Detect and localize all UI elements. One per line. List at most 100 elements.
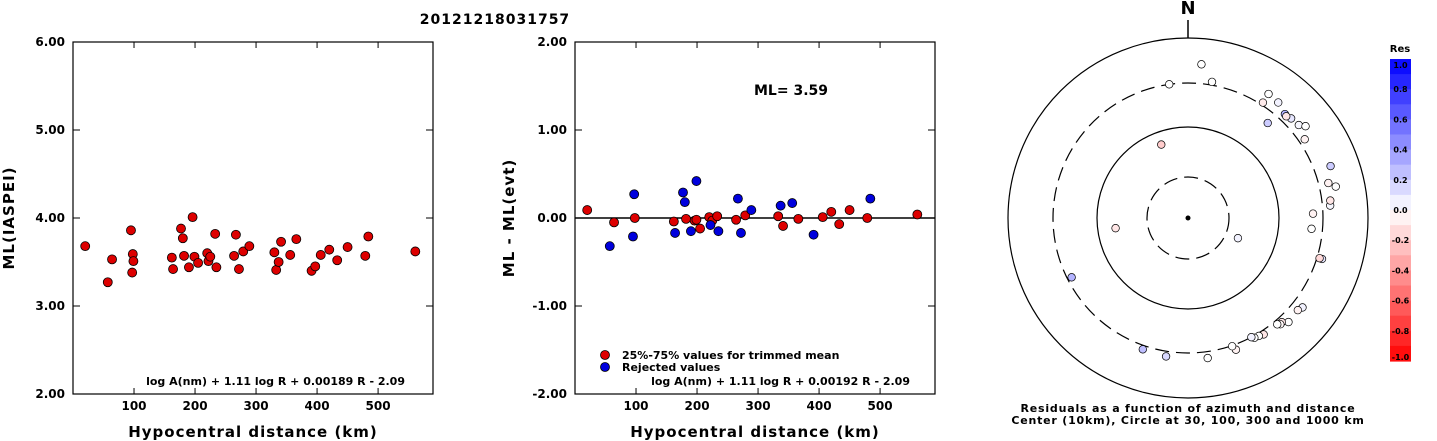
data-point [187,212,198,223]
data-point [686,226,696,237]
data-point [360,250,371,261]
colorbar-cell [1390,149,1411,166]
y-tick-label: 2.00 [35,387,65,401]
data-point [269,247,280,258]
station-point [1264,89,1273,99]
x-tick-label: 300 [244,399,269,413]
colorbar-cell [1390,315,1411,332]
station-points [1067,60,1340,363]
station-point [1326,196,1335,205]
y-axis-label: ML(IASPEI) [0,166,18,269]
station-point [1197,60,1206,69]
colorbar-cell [1390,194,1411,211]
x-tick-label: 200 [685,399,710,413]
colorbar-cell [1390,104,1411,120]
station-point [1207,77,1217,87]
data-point [126,225,136,236]
y-axis-ticks: -2.00 -1.00 0.00 1.00 2.00 [532,35,935,401]
station-point [1067,273,1076,282]
colorbar-cell [1390,179,1411,196]
colorbar-cell [1390,330,1411,347]
colorbar-cell [1390,134,1411,151]
colorbar-tick-label: -0.2 [1392,236,1410,245]
colorbar-tick-label: 0.2 [1393,176,1407,185]
station-point [1308,209,1318,218]
y-tick-label: 0.00 [537,211,567,225]
data-point [746,205,757,215]
data-point [773,211,784,222]
station-point [1233,234,1243,243]
caption-line2: Center (10km), Circle at 30, 100, 300 an… [1011,414,1364,427]
colorbar-cells [1390,59,1411,362]
data-point [291,234,302,245]
station-point [1293,305,1302,315]
formula-text: log A(nm) + 1.11 log R + 0.00189 R - 2.0… [146,375,405,388]
data-point [80,241,91,252]
data-point [713,226,724,237]
x-axis-ticks: 100 200 300 400 500 [121,42,391,413]
x-tick-label: 500 [868,399,893,413]
x-tick-label: 100 [121,399,146,413]
data-point [678,187,688,198]
station-point [1258,98,1268,107]
station-point [1331,182,1340,191]
data-point [793,213,804,224]
data-point [691,214,702,225]
x-tick-label: 400 [305,399,330,413]
data-points [582,176,923,252]
y-tick-label: 4.00 [35,211,65,225]
colorbar-cell [1390,89,1411,105]
x-axis-label: Hypocentral distance (km) [630,423,880,441]
data-point [166,252,177,263]
station-point [1326,161,1335,171]
colorbar-cell [1390,270,1411,287]
station-point [1228,342,1237,351]
x-tick-label: 100 [623,399,648,413]
data-point [712,211,723,222]
colorbar-tick-label: -0.4 [1392,266,1410,275]
data-point [865,193,876,204]
legend-marker-trimmed [600,350,610,360]
data-point [231,229,241,240]
station-point [1273,320,1282,329]
plot-frame [72,41,434,395]
data-point [238,246,249,257]
station-point [1301,122,1310,131]
x-tick-label: 200 [183,399,208,413]
data-point [211,262,222,273]
data-point [176,223,186,234]
y-tick-label: 3.00 [35,299,65,313]
data-point [787,198,798,208]
data-point [668,216,679,227]
data-point [775,200,786,211]
data-point [695,223,705,234]
epicenter-dot [1185,215,1191,221]
data-point [736,228,746,238]
station-point [1157,140,1166,149]
station-point [1203,353,1212,363]
legend-label-rejected: Rejected values [622,361,721,374]
colorbar-tick-label: 0.0 [1393,206,1408,215]
data-point [332,255,343,266]
data-point [582,205,593,215]
data-point [609,217,619,228]
colorbar-tick-label: -0.6 [1392,297,1410,306]
station-point [1282,112,1291,121]
data-point [731,214,741,225]
x-tick-label: 500 [366,399,391,413]
data-point [310,261,321,272]
colorbar-cell [1390,225,1411,241]
data-point [862,213,873,223]
y-tick-label: 6.00 [35,35,65,49]
colorbar-cell [1390,255,1411,271]
y-tick-label: 2.00 [537,35,567,49]
colorbar-cell [1390,164,1411,181]
data-point [363,231,374,242]
colorbar-tick-label: -0.8 [1392,327,1410,336]
data-point [629,189,640,200]
station-point [1307,224,1316,233]
data-point [177,233,188,244]
colorbar-cell [1390,210,1411,226]
y-tick-label: 1.00 [537,123,567,137]
station-point [1111,224,1120,233]
